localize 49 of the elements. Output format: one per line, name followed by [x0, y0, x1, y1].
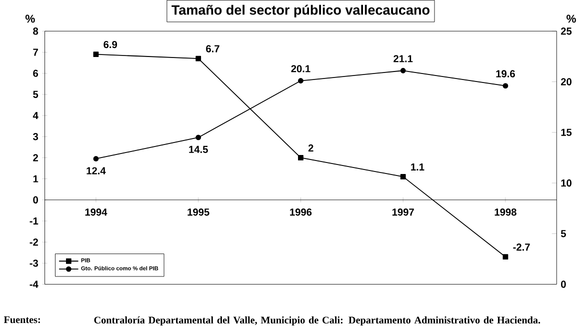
- y-tick-label: 4: [32, 112, 38, 119]
- y2-tick-label: 20: [560, 78, 572, 86]
- point: [502, 82, 508, 88]
- y-tick-label: -4: [30, 280, 38, 288]
- data-label: 14.5: [189, 146, 208, 153]
- x-tick-label: 1995: [188, 208, 210, 216]
- y-tick-label: 6: [33, 70, 38, 77]
- y-tick-label: -3: [30, 259, 38, 267]
- y2-tick-label: 25: [560, 27, 572, 35]
- y-tick-label: 1: [33, 175, 38, 182]
- point: [502, 254, 508, 260]
- data-label: 6.7: [206, 45, 220, 52]
- y-tick-label: -1: [30, 217, 38, 224]
- x-tick-label: 1996: [290, 208, 312, 216]
- y-tick-label: 2: [33, 154, 38, 162]
- y-tick-label: 3: [33, 132, 38, 140]
- y-tick-label: 7: [33, 48, 38, 56]
- x-tick-label: 1998: [494, 208, 516, 216]
- data-label: -2.7: [513, 243, 530, 250]
- data-label: 20.1: [291, 64, 310, 72]
- y-tick-label: 0: [33, 196, 38, 204]
- point: [196, 56, 202, 62]
- data-label: 21.1: [394, 54, 413, 62]
- y2-tick-label: 10: [561, 179, 572, 186]
- data-label: 12.4: [86, 167, 106, 174]
- text: Contraloría Departamental del Valle, Municipio de Cali: Departamento Administrativo de Hacienda.: [94, 316, 540, 326]
- y-axis-title: %: [25, 14, 35, 23]
- x-tick-label: 1994: [85, 208, 108, 216]
- chart-title: Tamaño del sector público vallecaucano: [172, 4, 430, 18]
- point: [400, 174, 406, 180]
- point: [298, 78, 304, 84]
- x-tick-label: 1997: [392, 208, 414, 216]
- point: [196, 134, 202, 140]
- y2-tick-label: 0: [561, 280, 566, 288]
- y2-tick-label: 5: [560, 230, 566, 238]
- point: [400, 68, 406, 74]
- y2-tick-label: 15: [561, 128, 572, 136]
- data-label: 2: [308, 144, 314, 152]
- y-tick-label: 8: [33, 27, 38, 35]
- source-note: Fuentes:: [4, 316, 40, 323]
- point: [93, 156, 99, 162]
- data-label: 6.9: [104, 40, 118, 48]
- y-tick-label: 5: [33, 90, 38, 98]
- y-tick-label: -2: [30, 238, 38, 246]
- point: [298, 154, 304, 160]
- y2-axis-title: %: [566, 14, 576, 23]
- data-label: 19.6: [496, 70, 515, 78]
- data-label: 1.1: [411, 163, 424, 170]
- point: [93, 51, 99, 57]
